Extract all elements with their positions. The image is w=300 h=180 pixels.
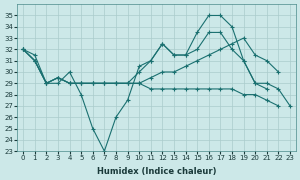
X-axis label: Humidex (Indice chaleur): Humidex (Indice chaleur)	[97, 167, 216, 176]
